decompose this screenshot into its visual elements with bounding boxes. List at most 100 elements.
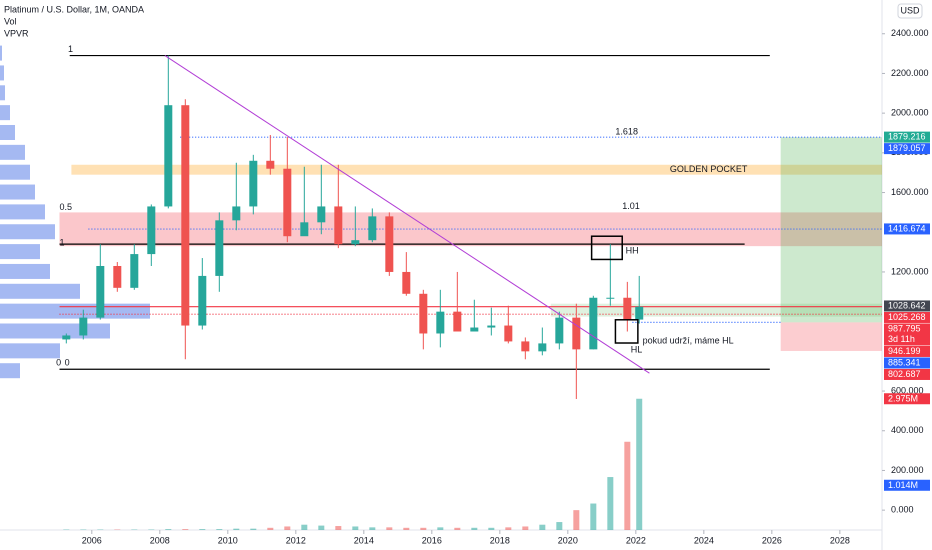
- volume-bar: [182, 529, 189, 530]
- y-tick-label: 200.000: [891, 465, 924, 475]
- candle-body: [113, 265, 122, 288]
- x-tick-label: 2014: [354, 535, 374, 545]
- volume-bar: [233, 528, 240, 530]
- annotation: HL: [631, 345, 643, 355]
- candle-body: [164, 105, 173, 207]
- price-tag-label: 885.341: [888, 358, 921, 368]
- price-tag-label: 1879.057: [888, 143, 926, 153]
- volume-profile-bar: [0, 164, 30, 180]
- candle-body: [635, 306, 644, 320]
- price-tag-label: 946.199: [888, 346, 921, 356]
- price-tag: [884, 368, 930, 380]
- volume-bar: [522, 526, 529, 530]
- x-tick-label: 2012: [286, 535, 306, 545]
- volume-bar: [267, 527, 274, 530]
- volume-bar: [420, 527, 427, 530]
- candle-body: [181, 105, 190, 326]
- annotation: pokud udrží, máme HL: [643, 335, 734, 345]
- annotation: 1: [60, 238, 65, 248]
- volume-bar: [471, 527, 478, 530]
- symbol-title: Platinum / U.S. Dollar, 1M, OANDA: [4, 4, 144, 14]
- candle-body: [402, 271, 411, 294]
- price-tag: [884, 300, 930, 312]
- volume-bar: [539, 524, 546, 530]
- volume-bar: [284, 526, 291, 530]
- x-tick-label: 2024: [694, 535, 714, 545]
- annotation: 1: [68, 44, 73, 54]
- volume-profile-bar: [0, 184, 35, 200]
- candle-body: [334, 206, 343, 245]
- candle-body: [419, 293, 428, 334]
- price-tag-label: 1879.216: [888, 132, 926, 142]
- price-tag: [884, 357, 930, 369]
- price-tag: [884, 131, 930, 143]
- price-tag-label: 987.795: [888, 324, 921, 334]
- volume-bar: [352, 526, 359, 530]
- x-tick-label: 2022: [626, 535, 646, 545]
- volume-profile-bar: [0, 65, 4, 81]
- candle-body: [368, 216, 377, 241]
- candle-body: [300, 222, 309, 237]
- price-tag-label: 1.014M: [888, 480, 918, 490]
- volume-bar: [386, 527, 393, 530]
- price-tag: [884, 393, 930, 405]
- price-tag: [884, 479, 930, 491]
- y-tick-label: 1600.000: [891, 187, 929, 197]
- annotation: 1.01: [622, 201, 640, 211]
- candle-body: [385, 216, 394, 272]
- volume-bar: [437, 527, 444, 530]
- candle-body: [521, 341, 530, 352]
- volume-bar: [488, 527, 495, 530]
- currency-button[interactable]: [897, 3, 923, 19]
- y-tick-label: 600.000: [891, 385, 924, 395]
- vol-label: Vol: [4, 16, 17, 26]
- volume-profile-bar: [0, 343, 60, 359]
- volume-bar: [318, 525, 325, 530]
- x-tick-label: 2008: [150, 535, 170, 545]
- volume-bar: [624, 441, 631, 530]
- volume-profile-bar: [0, 105, 10, 121]
- volume-profile-bar: [0, 204, 45, 220]
- volume-bar: [607, 477, 614, 530]
- candle-body: [623, 297, 632, 320]
- y-tick-label: 1200.000: [891, 266, 929, 276]
- volume-bar: [335, 526, 342, 530]
- annotation: 0: [56, 358, 61, 368]
- trend-line: [164, 55, 650, 374]
- candle-body: [147, 206, 156, 255]
- volume-bar: [454, 527, 461, 530]
- candle-body: [606, 297, 615, 299]
- volume-bar: [250, 528, 257, 530]
- volume-profile-bar: [0, 283, 80, 299]
- price-tag: [884, 345, 930, 357]
- volume-bar: [165, 529, 172, 530]
- price-tag: [884, 223, 930, 235]
- volume-profile-bar: [0, 224, 55, 240]
- zone: [780, 137, 882, 323]
- x-tick-label: 2018: [490, 535, 510, 545]
- volume-bar: [556, 522, 563, 530]
- candle-body: [232, 206, 241, 221]
- price-tag-label: 1416.674: [888, 224, 926, 234]
- y-tick-label: 2400.000: [891, 28, 929, 38]
- x-tick-label: 2016: [422, 535, 442, 545]
- x-tick-label: 2026: [762, 535, 782, 545]
- volume-bar: [636, 398, 643, 530]
- volume-profile-bar: [0, 323, 110, 339]
- annotation: 1.618: [615, 126, 638, 136]
- candle-body: [62, 335, 71, 340]
- candle-body: [572, 317, 581, 350]
- currency[interactable]: USD: [900, 5, 920, 15]
- volume-profile-bar: [0, 263, 50, 279]
- volume-bar: [369, 527, 376, 530]
- price-tag-countdown: 3d 11h: [888, 334, 915, 344]
- volume-profile-bar: [0, 303, 150, 319]
- volume-profile-bar: [0, 85, 5, 101]
- x-tick-label: 2010: [218, 535, 238, 545]
- pattern-box: [614, 319, 639, 344]
- volume-bar: [216, 529, 223, 530]
- candle-body: [215, 220, 224, 276]
- candle-body: [589, 297, 598, 350]
- annotation: GOLDEN POCKET: [670, 164, 748, 174]
- candle-body: [504, 325, 513, 342]
